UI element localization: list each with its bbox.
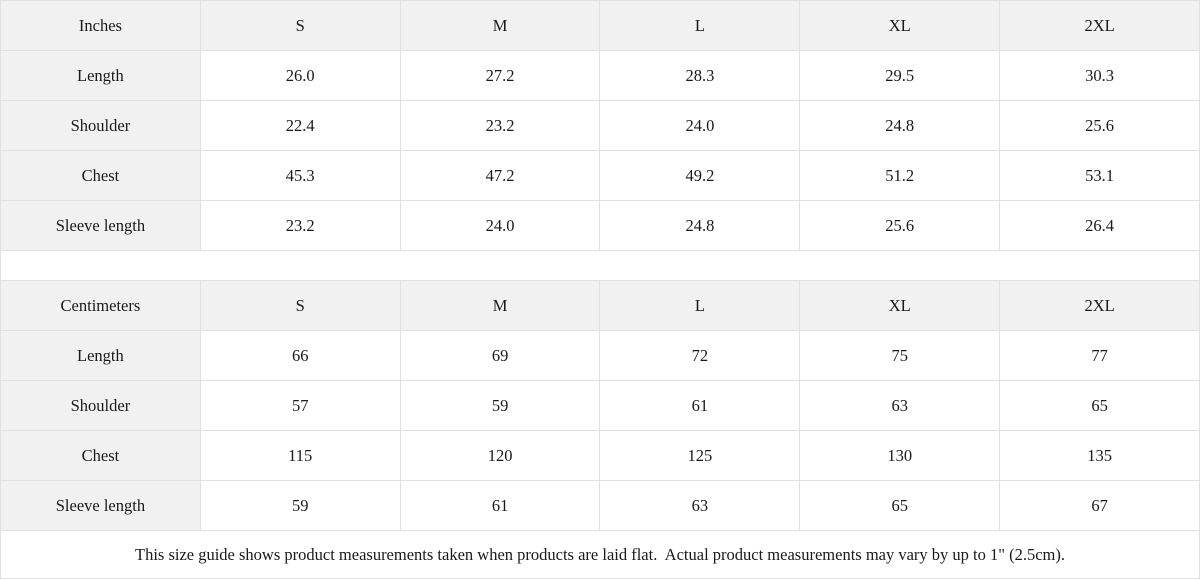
- measurement-cell: 72: [599, 330, 801, 381]
- footer-note-row: This size guide shows product measuremen…: [0, 530, 1200, 579]
- inches-shoulder-row: Shoulder 22.4 23.2 24.0 24.8 25.6: [0, 100, 1200, 151]
- size-col-header-2xl: 2XL: [999, 280, 1200, 331]
- size-col-header-2xl: 2XL: [999, 0, 1200, 51]
- section-spacer-row: [0, 250, 1200, 281]
- row-label: Sleeve length: [0, 200, 201, 251]
- row-label: Shoulder: [0, 380, 201, 431]
- measurement-cell: 65: [999, 380, 1200, 431]
- row-label: Sleeve length: [0, 480, 201, 531]
- centimeters-chest-row: Chest 115 120 125 130 135: [0, 430, 1200, 481]
- measurement-cell: 22.4: [199, 100, 401, 151]
- measurement-cell: 53.1: [999, 150, 1200, 201]
- measurement-cell: 135: [999, 430, 1200, 481]
- centimeters-unit-header: Centimeters: [0, 280, 201, 331]
- measurement-cell: 24.0: [399, 200, 601, 251]
- size-guide-disclaimer: This size guide shows product measuremen…: [0, 530, 1200, 579]
- measurement-cell: 67: [999, 480, 1200, 531]
- measurement-cell: 61: [599, 380, 801, 431]
- spacer-cell: [0, 250, 1200, 281]
- inches-sleeve-length-row: Sleeve length 23.2 24.0 24.8 25.6 26.4: [0, 200, 1200, 251]
- measurement-cell: 59: [399, 380, 601, 431]
- measurement-cell: 120: [399, 430, 601, 481]
- size-col-header-m: M: [399, 280, 601, 331]
- size-col-header-s: S: [199, 0, 401, 51]
- row-label: Length: [0, 50, 201, 101]
- inches-length-row: Length 26.0 27.2 28.3 29.5 30.3: [0, 50, 1200, 101]
- measurement-cell: 23.2: [399, 100, 601, 151]
- measurement-cell: 25.6: [999, 100, 1200, 151]
- row-label: Shoulder: [0, 100, 201, 151]
- measurement-cell: 59: [199, 480, 401, 531]
- measurement-cell: 130: [799, 430, 1001, 481]
- measurement-cell: 66: [199, 330, 401, 381]
- measurement-cell: 45.3: [199, 150, 401, 201]
- size-col-header-l: L: [599, 0, 801, 51]
- measurement-cell: 65: [799, 480, 1001, 531]
- size-col-header-xl: XL: [799, 0, 1001, 51]
- centimeters-shoulder-row: Shoulder 57 59 61 63 65: [0, 380, 1200, 431]
- measurement-cell: 63: [799, 380, 1001, 431]
- measurement-cell: 24.0: [599, 100, 801, 151]
- measurement-cell: 29.5: [799, 50, 1001, 101]
- measurement-cell: 26.0: [199, 50, 401, 101]
- measurement-cell: 24.8: [599, 200, 801, 251]
- measurement-cell: 63: [599, 480, 801, 531]
- size-col-header-l: L: [599, 280, 801, 331]
- measurement-cell: 25.6: [799, 200, 1001, 251]
- measurement-cell: 49.2: [599, 150, 801, 201]
- inches-unit-header: Inches: [0, 0, 201, 51]
- size-col-header-xl: XL: [799, 280, 1001, 331]
- measurement-cell: 115: [199, 430, 401, 481]
- inches-chest-row: Chest 45.3 47.2 49.2 51.2 53.1: [0, 150, 1200, 201]
- measurement-cell: 28.3: [599, 50, 801, 101]
- inches-header-row: Inches S M L XL 2XL: [0, 0, 1200, 51]
- measurement-cell: 47.2: [399, 150, 601, 201]
- size-col-header-m: M: [399, 0, 601, 51]
- measurement-cell: 24.8: [799, 100, 1001, 151]
- measurement-cell: 75: [799, 330, 1001, 381]
- row-label: Length: [0, 330, 201, 381]
- row-label: Chest: [0, 430, 201, 481]
- centimeters-header-row: Centimeters S M L XL 2XL: [0, 280, 1200, 331]
- measurement-cell: 61: [399, 480, 601, 531]
- measurement-cell: 125: [599, 430, 801, 481]
- measurement-cell: 57: [199, 380, 401, 431]
- size-col-header-s: S: [199, 280, 401, 331]
- measurement-cell: 27.2: [399, 50, 601, 101]
- measurement-cell: 51.2: [799, 150, 1001, 201]
- measurement-cell: 30.3: [999, 50, 1200, 101]
- centimeters-length-row: Length 66 69 72 75 77: [0, 330, 1200, 381]
- measurement-cell: 77: [999, 330, 1200, 381]
- measurement-cell: 69: [399, 330, 601, 381]
- measurement-cell: 23.2: [199, 200, 401, 251]
- row-label: Chest: [0, 150, 201, 201]
- measurement-cell: 26.4: [999, 200, 1200, 251]
- centimeters-sleeve-length-row: Sleeve length 59 61 63 65 67: [0, 480, 1200, 531]
